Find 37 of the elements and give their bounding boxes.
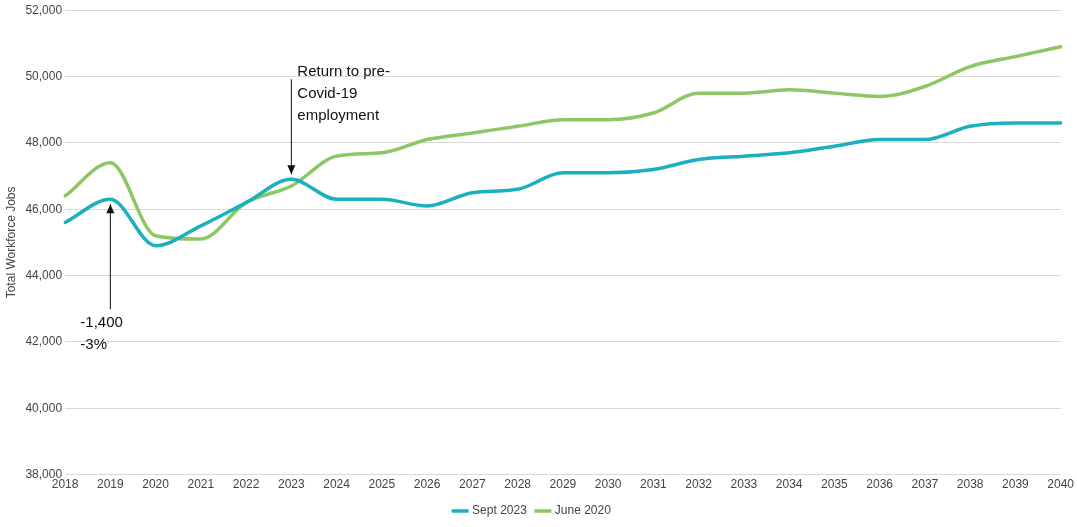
y-axis-title: Total Workforce Jobs [3, 186, 18, 299]
x-tick-label: 2026 [413, 477, 441, 492]
y-tick-label: 46,000 [25, 201, 63, 216]
x-tick-label: 2024 [323, 477, 351, 492]
x-tick-label: 2035 [821, 477, 849, 492]
x-tick-label: 2038 [956, 477, 984, 492]
x-tick-label: 2020 [142, 477, 170, 492]
line-series [63, 121, 1063, 248]
y-tick-label: 50,000 [25, 68, 63, 83]
annotation: -1,400 -3% [80, 313, 123, 353]
x-tick-label: 2039 [1002, 477, 1030, 492]
x-tick-label: 2034 [775, 477, 803, 492]
x-tick-label: 2018 [51, 477, 79, 492]
x-tick-label: 2021 [187, 477, 215, 492]
y-tick-label: 52,000 [25, 2, 63, 17]
x-tick-label: 2023 [278, 477, 306, 492]
line-series [63, 44, 1063, 241]
y-tick-label: 42,000 [25, 334, 63, 349]
x-tick-label: 2040 [1047, 477, 1075, 492]
legend-label: Sept 2023 [472, 503, 528, 518]
x-tick-label: 2029 [549, 477, 577, 492]
y-tick-label: 40,000 [25, 400, 63, 415]
x-tick-label: 2036 [866, 477, 894, 492]
x-tick-label: 2032 [685, 477, 713, 492]
y-tick-label: 44,000 [25, 267, 63, 282]
legend-label: June 2020 [554, 503, 612, 518]
x-tick-label: 2030 [594, 477, 622, 492]
annotation: Return to pre- Covid-19 employment [297, 61, 390, 123]
x-tick-label: 2025 [368, 477, 396, 492]
x-tick-label: 2037 [911, 477, 939, 492]
y-tick-label: 48,000 [25, 135, 63, 150]
x-tick-label: 2027 [459, 477, 487, 492]
x-tick-label: 2033 [730, 477, 758, 492]
x-tick-label: 2028 [504, 477, 532, 492]
x-tick-label: 2031 [640, 477, 668, 492]
x-tick-label: 2019 [97, 477, 125, 492]
x-tick-label: 2022 [232, 477, 260, 492]
